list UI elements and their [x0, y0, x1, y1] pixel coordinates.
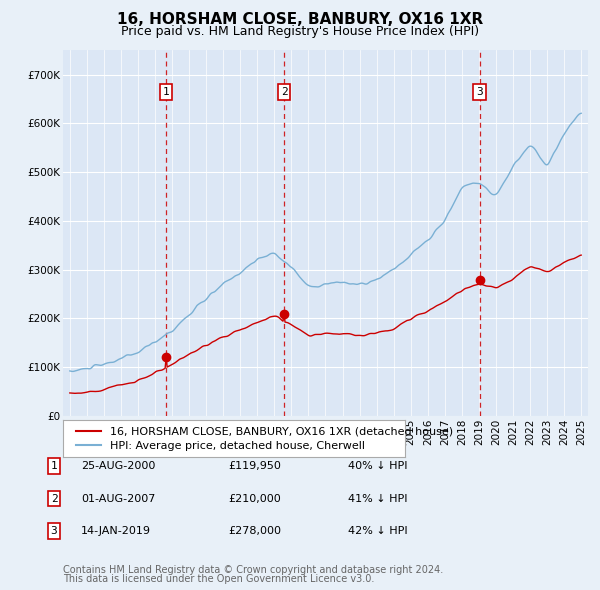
Text: 40% ↓ HPI: 40% ↓ HPI	[348, 461, 407, 471]
Text: £210,000: £210,000	[228, 494, 281, 503]
Text: Price paid vs. HM Land Registry's House Price Index (HPI): Price paid vs. HM Land Registry's House …	[121, 25, 479, 38]
Text: 2: 2	[50, 494, 58, 503]
Text: 25-AUG-2000: 25-AUG-2000	[81, 461, 155, 471]
Text: 42% ↓ HPI: 42% ↓ HPI	[348, 526, 407, 536]
Text: 3: 3	[50, 526, 58, 536]
Text: 3: 3	[476, 87, 483, 97]
Text: 1: 1	[50, 461, 58, 471]
Text: 41% ↓ HPI: 41% ↓ HPI	[348, 494, 407, 503]
Text: £278,000: £278,000	[228, 526, 281, 536]
Text: 14-JAN-2019: 14-JAN-2019	[81, 526, 151, 536]
Text: 1: 1	[163, 87, 170, 97]
Text: 01-AUG-2007: 01-AUG-2007	[81, 494, 155, 503]
Text: 16, HORSHAM CLOSE, BANBURY, OX16 1XR: 16, HORSHAM CLOSE, BANBURY, OX16 1XR	[117, 12, 483, 27]
Text: £119,950: £119,950	[228, 461, 281, 471]
Text: 2: 2	[281, 87, 287, 97]
Legend: 16, HORSHAM CLOSE, BANBURY, OX16 1XR (detached house), HPI: Average price, detac: 16, HORSHAM CLOSE, BANBURY, OX16 1XR (de…	[72, 422, 457, 455]
Text: Contains HM Land Registry data © Crown copyright and database right 2024.: Contains HM Land Registry data © Crown c…	[63, 565, 443, 575]
Text: This data is licensed under the Open Government Licence v3.0.: This data is licensed under the Open Gov…	[63, 574, 374, 584]
